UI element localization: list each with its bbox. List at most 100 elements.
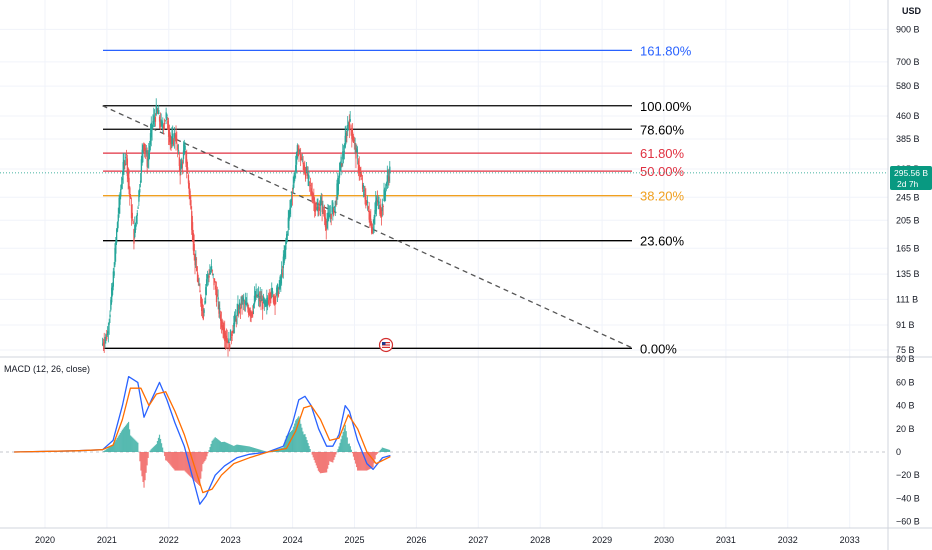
candle-body — [213, 277, 215, 286]
candle-body — [381, 203, 384, 212]
candle-body — [187, 175, 190, 184]
macd-histogram-bar — [109, 446, 111, 452]
candle-body — [163, 124, 165, 130]
candle-body — [386, 175, 389, 183]
candle-body — [257, 294, 259, 297]
candle-body — [151, 125, 153, 131]
candle-body — [356, 155, 359, 157]
macd-series-line — [14, 375, 391, 505]
candle-body — [278, 286, 280, 290]
macd-histogram-bar — [151, 448, 153, 452]
macd-histogram-bar — [111, 445, 113, 452]
candle-body — [186, 167, 189, 174]
candle-body — [124, 163, 126, 166]
candle-body — [172, 140, 175, 145]
macd-axis-tick: 20 B — [896, 424, 915, 434]
macd-histogram-bar — [168, 452, 170, 464]
macd-histogram-bar — [211, 440, 213, 452]
candle-body — [327, 212, 329, 221]
macd-histogram-bar — [297, 417, 299, 452]
candle-body — [186, 159, 188, 170]
macd-histogram-bar — [103, 451, 105, 452]
price-axis-tick: 91 B — [896, 320, 915, 330]
candle-body — [251, 312, 253, 317]
candle-body — [352, 132, 354, 141]
macd-histogram-bar — [307, 443, 309, 452]
macd-histogram-bar — [238, 444, 240, 452]
candle-body — [120, 184, 123, 189]
candle-body — [375, 200, 377, 212]
price-axis-tick: 580 B — [896, 81, 920, 91]
macd-histogram-bar — [263, 450, 265, 452]
macd-axis-tick: 0 — [896, 447, 901, 457]
candle-body — [356, 149, 358, 153]
price-pane[interactable]: 161.80% 100.00% 78.60% 61.80% 50.00% 38.20% 23… — [0, 43, 888, 357]
macd-histogram-bar — [207, 452, 209, 454]
candle-body — [363, 190, 365, 192]
candle-body — [323, 209, 325, 215]
candle-body — [271, 291, 274, 295]
candle-body — [297, 152, 299, 157]
macd-histogram-bar — [338, 446, 340, 452]
macd-histogram-bar — [379, 450, 381, 452]
candle-body — [119, 196, 121, 205]
candle-body — [331, 206, 333, 213]
candle-body — [201, 299, 203, 311]
candle-body — [218, 304, 220, 314]
candle-body — [203, 309, 205, 313]
candle-body — [134, 224, 136, 238]
candle-body — [113, 271, 115, 276]
us-flag-icon[interactable] — [378, 337, 394, 353]
macd-histogram-bar — [170, 452, 172, 466]
candle-body — [298, 148, 300, 152]
candle-body — [196, 266, 198, 272]
macd-histogram-bar — [350, 449, 353, 452]
candle-body — [254, 297, 256, 301]
time-axis-tick: 2026 — [406, 535, 426, 545]
candle-body — [342, 151, 344, 160]
candle-body — [358, 165, 360, 174]
candle-body — [269, 294, 271, 300]
macd-histogram-bar — [141, 452, 143, 477]
candle-body — [147, 159, 149, 161]
macd-histogram-bar — [290, 430, 293, 452]
candle-body — [110, 299, 112, 310]
macd-histogram-bar — [195, 452, 197, 482]
candle-body — [368, 210, 370, 220]
macd-histogram-bar — [212, 439, 214, 452]
macd-pane[interactable] — [0, 375, 888, 505]
candle-body — [334, 200, 337, 207]
candle-body — [212, 274, 214, 275]
candle-body — [283, 254, 285, 264]
candle-body — [221, 322, 223, 324]
macd-histogram-bar — [150, 449, 152, 452]
candle-body — [161, 122, 163, 126]
candle-body — [154, 117, 157, 122]
candle-body — [292, 184, 294, 190]
macd-histogram-bar — [334, 452, 336, 458]
macd-histogram-bar — [343, 428, 345, 452]
macd-indicator-label[interactable]: MACD (12, 26, close) — [4, 364, 90, 374]
candle-body — [310, 188, 313, 194]
macd-histogram-bar — [198, 452, 200, 485]
candle-body — [285, 241, 287, 250]
candle-body — [134, 223, 137, 230]
macd-histogram-bar — [284, 439, 286, 452]
macd-histogram-bar — [246, 446, 248, 452]
candle-body — [333, 209, 335, 215]
candle-body — [130, 196, 132, 199]
candle-body — [104, 339, 106, 341]
candle-body — [125, 152, 128, 155]
candle-body — [140, 159, 143, 173]
macd-histogram-bar — [369, 452, 371, 470]
candle-body — [293, 175, 295, 184]
candle-body — [132, 220, 134, 224]
candle-body — [232, 329, 234, 333]
macd-histogram-bar — [262, 450, 264, 452]
macd-histogram-bar — [113, 442, 115, 452]
candle-body — [259, 296, 261, 299]
candle-body — [262, 296, 265, 303]
candle-body — [314, 200, 316, 212]
candle-body — [333, 206, 336, 208]
